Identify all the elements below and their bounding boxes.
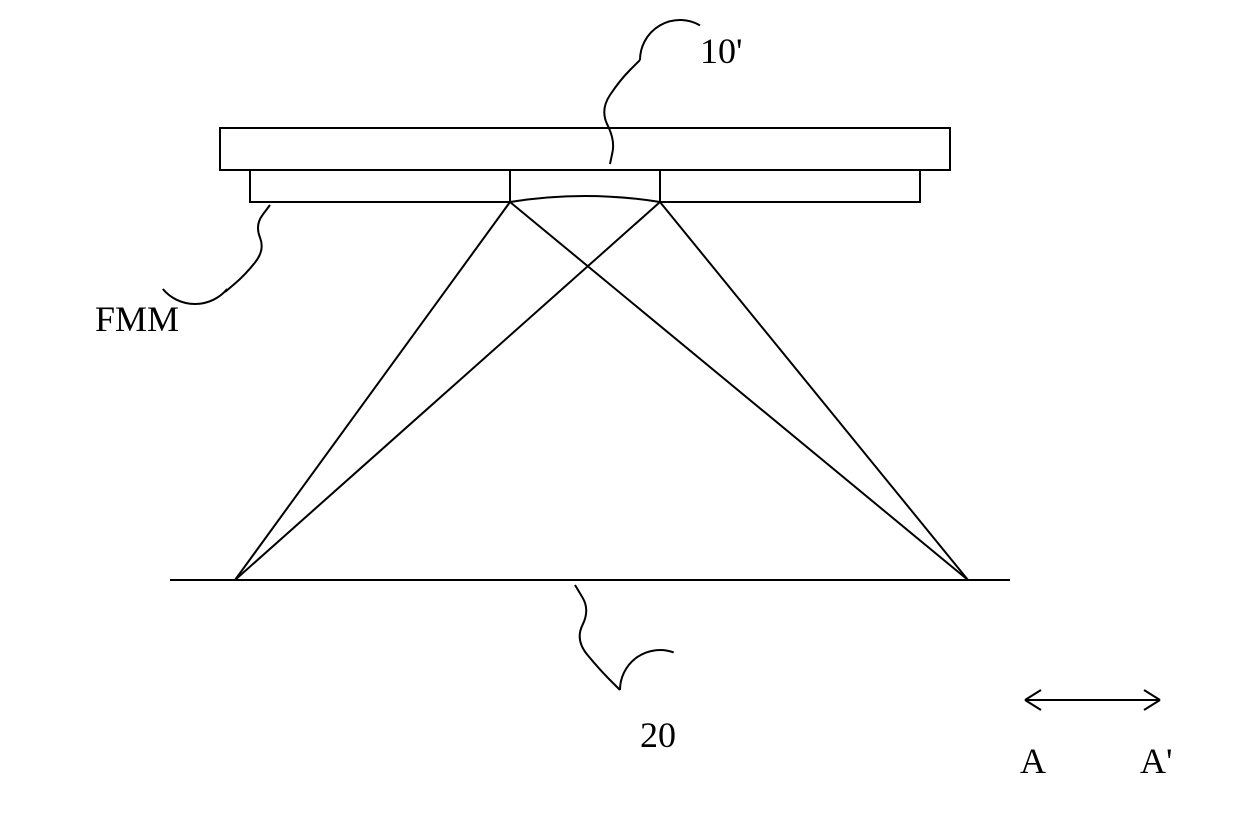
label-20: 20 [640, 714, 676, 756]
ray-2 [235, 202, 660, 580]
leader-10-arc [640, 20, 700, 60]
ray-3 [510, 202, 968, 580]
label-a-prime: A' [1140, 740, 1172, 782]
label-fmm: FMM [95, 298, 179, 340]
label-10: 10' [700, 30, 743, 72]
label-a: A [1020, 740, 1046, 782]
leader-20-squiggle [575, 585, 620, 690]
leader-fmm-squiggle [225, 205, 270, 292]
leader-20-arc [620, 650, 674, 690]
fmm-right-rect [660, 170, 920, 202]
fmm-left-rect [250, 170, 510, 202]
substrate-rect [220, 128, 950, 170]
ray-1 [235, 202, 510, 580]
aperture-arc [510, 196, 660, 202]
ray-4 [660, 202, 968, 580]
